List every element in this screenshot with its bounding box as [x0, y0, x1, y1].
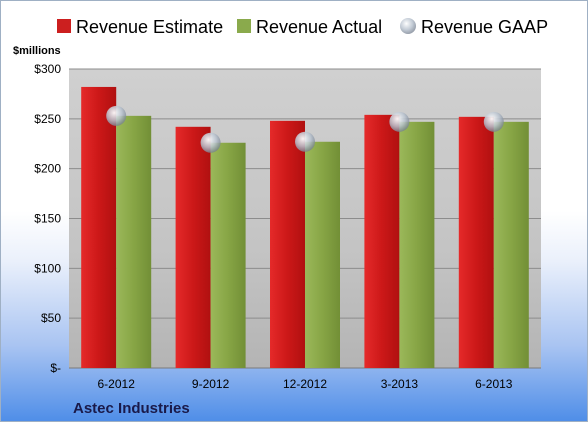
marker-revenue-gaap	[295, 131, 315, 152]
bar-revenue-estimate	[81, 86, 117, 368]
company-name: Astec Industries	[73, 400, 190, 417]
bar-revenue-estimate	[270, 120, 305, 369]
x-tick-label: 12-2012	[283, 377, 327, 391]
y-tick-label: $50	[41, 311, 61, 325]
marker-revenue-gaap	[200, 132, 221, 153]
x-tick-label: 9-2012	[192, 377, 230, 391]
marker-revenue-gaap	[106, 105, 127, 126]
bar-revenue-actual	[210, 142, 246, 368]
x-tick-label: 6-2013	[475, 377, 513, 391]
marker-revenue-gaap	[483, 111, 504, 132]
legend-item-gaap: Revenue GAAP	[400, 17, 548, 37]
legend: Revenue Estimate Revenue Actual Revenue …	[57, 17, 548, 37]
legend-item-estimate: Revenue Estimate	[57, 17, 223, 37]
legend-swatch-actual	[237, 19, 251, 33]
y-tick-label: $300	[34, 62, 61, 76]
bar-revenue-estimate	[175, 126, 211, 368]
bar-revenue-actual	[305, 141, 340, 368]
legend-swatch-gaap	[400, 18, 416, 34]
bar-revenue-estimate	[364, 114, 400, 368]
y-tick-label: $100	[34, 261, 61, 275]
y-tick-label: $200	[34, 162, 61, 176]
legend-label-actual: Revenue Actual	[256, 17, 382, 37]
y-tick-label: $250	[34, 112, 61, 126]
bar-revenue-actual	[116, 115, 152, 369]
x-axis-ticks: 6-2012 9-2012 12-2012 3-2013 6-2013	[98, 377, 513, 391]
y-axis-unit-label: $millions	[13, 45, 61, 57]
x-tick-label: 3-2013	[381, 377, 419, 391]
legend-label-estimate: Revenue Estimate	[76, 17, 223, 37]
gaap-markers	[106, 105, 504, 153]
bar-revenue-actual	[399, 121, 435, 368]
legend-label-gaap: Revenue GAAP	[421, 17, 548, 37]
marker-revenue-gaap	[389, 111, 410, 132]
x-tick-label: 6-2012	[98, 377, 136, 391]
bar-revenue-actual	[493, 121, 529, 368]
y-tick-label: $150	[34, 212, 61, 226]
legend-item-actual: Revenue Actual	[237, 17, 382, 37]
bar-revenue-estimate	[458, 116, 494, 368]
bars	[81, 86, 529, 369]
y-tick-label: $-	[50, 361, 61, 375]
y-axis-ticks: $- $50 $100 $150 $200 $250 $300	[34, 62, 61, 375]
legend-swatch-estimate	[57, 19, 71, 33]
